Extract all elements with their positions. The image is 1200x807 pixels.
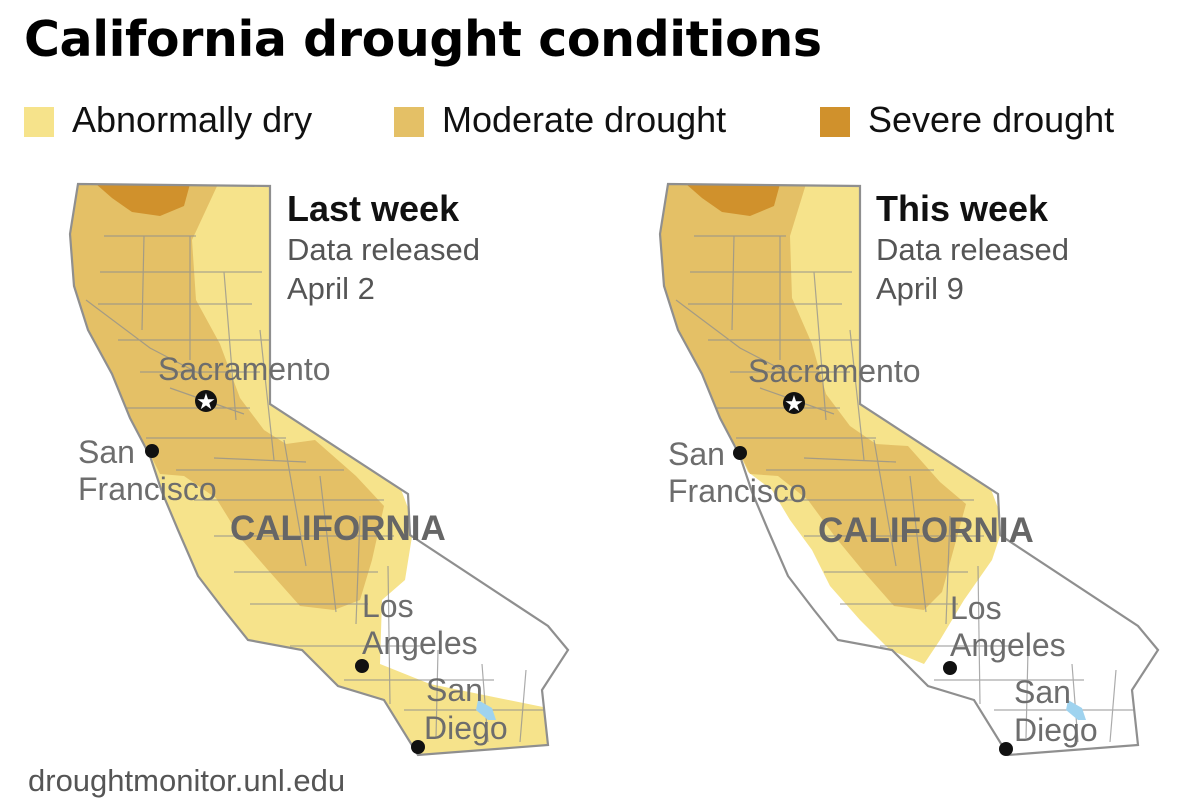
san-diego-label-line2-last-week: Diego [424, 710, 508, 746]
county-lines-last-week [85, 235, 548, 743]
los-angeles-city-dot-last-week [355, 659, 369, 673]
san-diego-label-line2-this-week: Diego [1014, 712, 1098, 748]
california-outline-last-week [68, 182, 570, 757]
page-title: California drought conditions [24, 11, 822, 68]
legend: Abnormally dry Moderate drought Severe d… [24, 98, 1184, 144]
this-week-heading: This week Data released April 9 [876, 188, 1156, 308]
san-diego-label-line1-last-week: San [426, 672, 483, 708]
drought-areas-this-week [660, 184, 1138, 743]
legend-label-moderate-drought: Moderate drought [442, 99, 727, 140]
san-diego-label-line1-this-week: San [1014, 674, 1071, 710]
san-francisco-label-line1-this-week: San [668, 436, 725, 472]
san-diego-city-dot-this-week [999, 742, 1013, 756]
legend-swatch-severe-drought [820, 107, 850, 137]
salton-sea-this-week [1066, 700, 1086, 720]
this-week-map: Sacramento ★ San Francisco CALIFORNIA Lo… [658, 182, 1160, 757]
svg-text:★: ★ [784, 392, 804, 417]
source-credit: droughtmonitor.unl.edu [28, 763, 346, 798]
los-angeles-label-line1-last-week: Los [362, 588, 414, 624]
california-state-label-this-week: CALIFORNIA [818, 511, 1034, 550]
this-week-title: This week [876, 188, 1049, 229]
moderate-drought-area-last-week [70, 184, 384, 610]
this-week-subtitle-line1: Data released [876, 232, 1070, 267]
sacramento-label-last-week: Sacramento [158, 351, 331, 387]
this-week-subtitle-line2: April 9 [876, 271, 964, 306]
capital-star-icon: ★ [783, 392, 805, 417]
moderate-drought-area-this-week [660, 184, 966, 610]
san-francisco-city-dot-this-week [733, 446, 747, 460]
last-week-heading: Last week Data released April 2 [287, 188, 567, 308]
severe-drought-area-last-week [96, 184, 190, 216]
los-angeles-city-dot-this-week [943, 661, 957, 675]
california-state-label-last-week: CALIFORNIA [230, 509, 446, 548]
california-outline-this-week [658, 182, 1160, 757]
last-week-map: Sacramento ★ San Francisco CALIFORNIA Lo… [68, 182, 570, 757]
san-francisco-label-line2-this-week: Francisco [668, 473, 807, 509]
san-francisco-label-line2-last-week: Francisco [78, 471, 217, 507]
los-angeles-label-line2-this-week: Angeles [950, 627, 1066, 663]
salton-sea-last-week [476, 700, 496, 720]
legend-label-abnormally-dry: Abnormally dry [72, 99, 313, 140]
last-week-subtitle-line2: April 2 [287, 271, 375, 306]
san-diego-city-dot-last-week [411, 740, 425, 754]
svg-text:★: ★ [196, 390, 216, 415]
los-angeles-label-line1-this-week: Los [950, 590, 1002, 626]
legend-label-severe-drought: Severe drought [868, 99, 1115, 140]
last-week-subtitle-line1: Data released [287, 232, 481, 267]
san-francisco-label-line1-last-week: San [78, 434, 135, 470]
severe-drought-area-this-week [686, 184, 780, 216]
county-lines-this-week [675, 235, 1138, 743]
sacramento-label-this-week: Sacramento [748, 353, 921, 389]
legend-swatch-moderate-drought [394, 107, 424, 137]
san-francisco-city-dot-last-week [145, 444, 159, 458]
legend-swatch-abnormally-dry [24, 107, 54, 137]
drought-areas-last-week [70, 184, 548, 755]
capital-star-icon: ★ [195, 390, 217, 415]
last-week-title: Last week [287, 188, 460, 229]
los-angeles-label-line2-last-week: Angeles [362, 625, 478, 661]
